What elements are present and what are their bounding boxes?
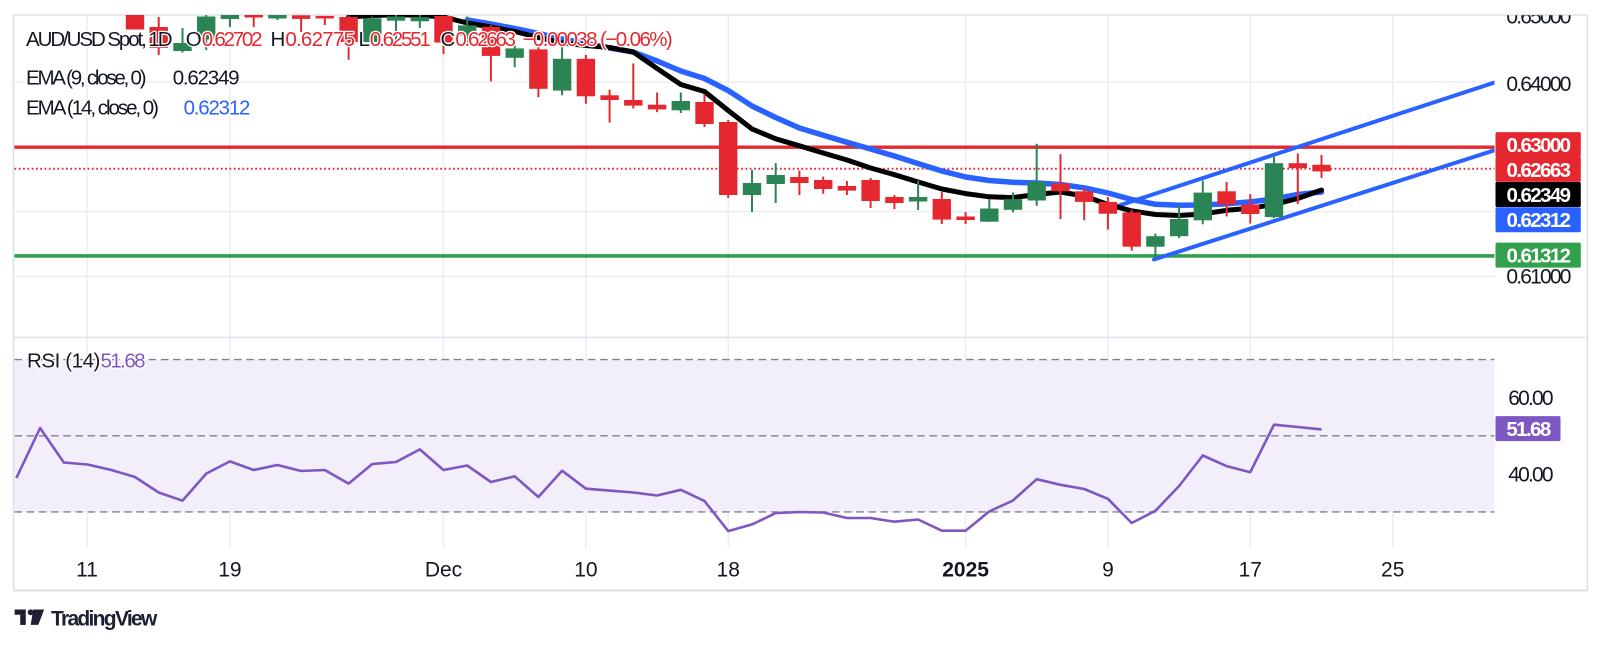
svg-text:EMA (9, close, 0): EMA (9, close, 0) — [26, 67, 146, 90]
svg-text:Dec: Dec — [425, 559, 462, 582]
svg-text:TradingView: TradingView — [51, 608, 158, 631]
svg-text:0.61312: 0.61312 — [1507, 245, 1571, 268]
svg-text:51.68: 51.68 — [101, 350, 146, 373]
svg-text:19: 19 — [218, 559, 241, 582]
svg-text:H0.62775: H0.62775 — [271, 28, 355, 51]
svg-text:18: 18 — [717, 559, 740, 582]
svg-text:2025: 2025 — [942, 559, 989, 582]
svg-text:0.65000: 0.65000 — [1506, 6, 1570, 29]
svg-text:0.63000: 0.63000 — [1507, 134, 1571, 157]
svg-text:9: 9 — [1102, 559, 1114, 582]
svg-text:17: 17 — [1239, 559, 1262, 582]
svg-text:C0.62663: C0.62663 — [441, 28, 516, 51]
svg-text:60.00: 60.00 — [1508, 387, 1553, 410]
svg-text:25: 25 — [1381, 559, 1404, 582]
svg-text:AUD/USD Spot, 1D: AUD/USD Spot, 1D — [26, 28, 172, 51]
svg-text:L0.62551: L0.62551 — [359, 28, 431, 51]
svg-text:−0.00038 (−0.06%): −0.00038 (−0.06%) — [523, 28, 672, 51]
svg-text:0.62312: 0.62312 — [1507, 209, 1571, 232]
svg-text:10: 10 — [574, 559, 597, 582]
svg-text:0.62349: 0.62349 — [1507, 184, 1571, 207]
svg-text:O0.62702: O0.62702 — [186, 28, 262, 51]
svg-text:51.68: 51.68 — [1506, 418, 1550, 441]
svg-text:0.62663: 0.62663 — [1507, 159, 1571, 182]
svg-text:0.61000: 0.61000 — [1506, 266, 1570, 289]
svg-text:EMA (14, close, 0): EMA (14, close, 0) — [26, 96, 158, 119]
svg-text:0.62349: 0.62349 — [173, 67, 239, 90]
svg-text:11: 11 — [76, 559, 98, 582]
svg-text:0.62312: 0.62312 — [184, 96, 250, 119]
svg-text:0.64000: 0.64000 — [1506, 73, 1570, 96]
svg-text:RSI (14): RSI (14) — [27, 350, 100, 373]
svg-text:40.00: 40.00 — [1508, 463, 1553, 486]
